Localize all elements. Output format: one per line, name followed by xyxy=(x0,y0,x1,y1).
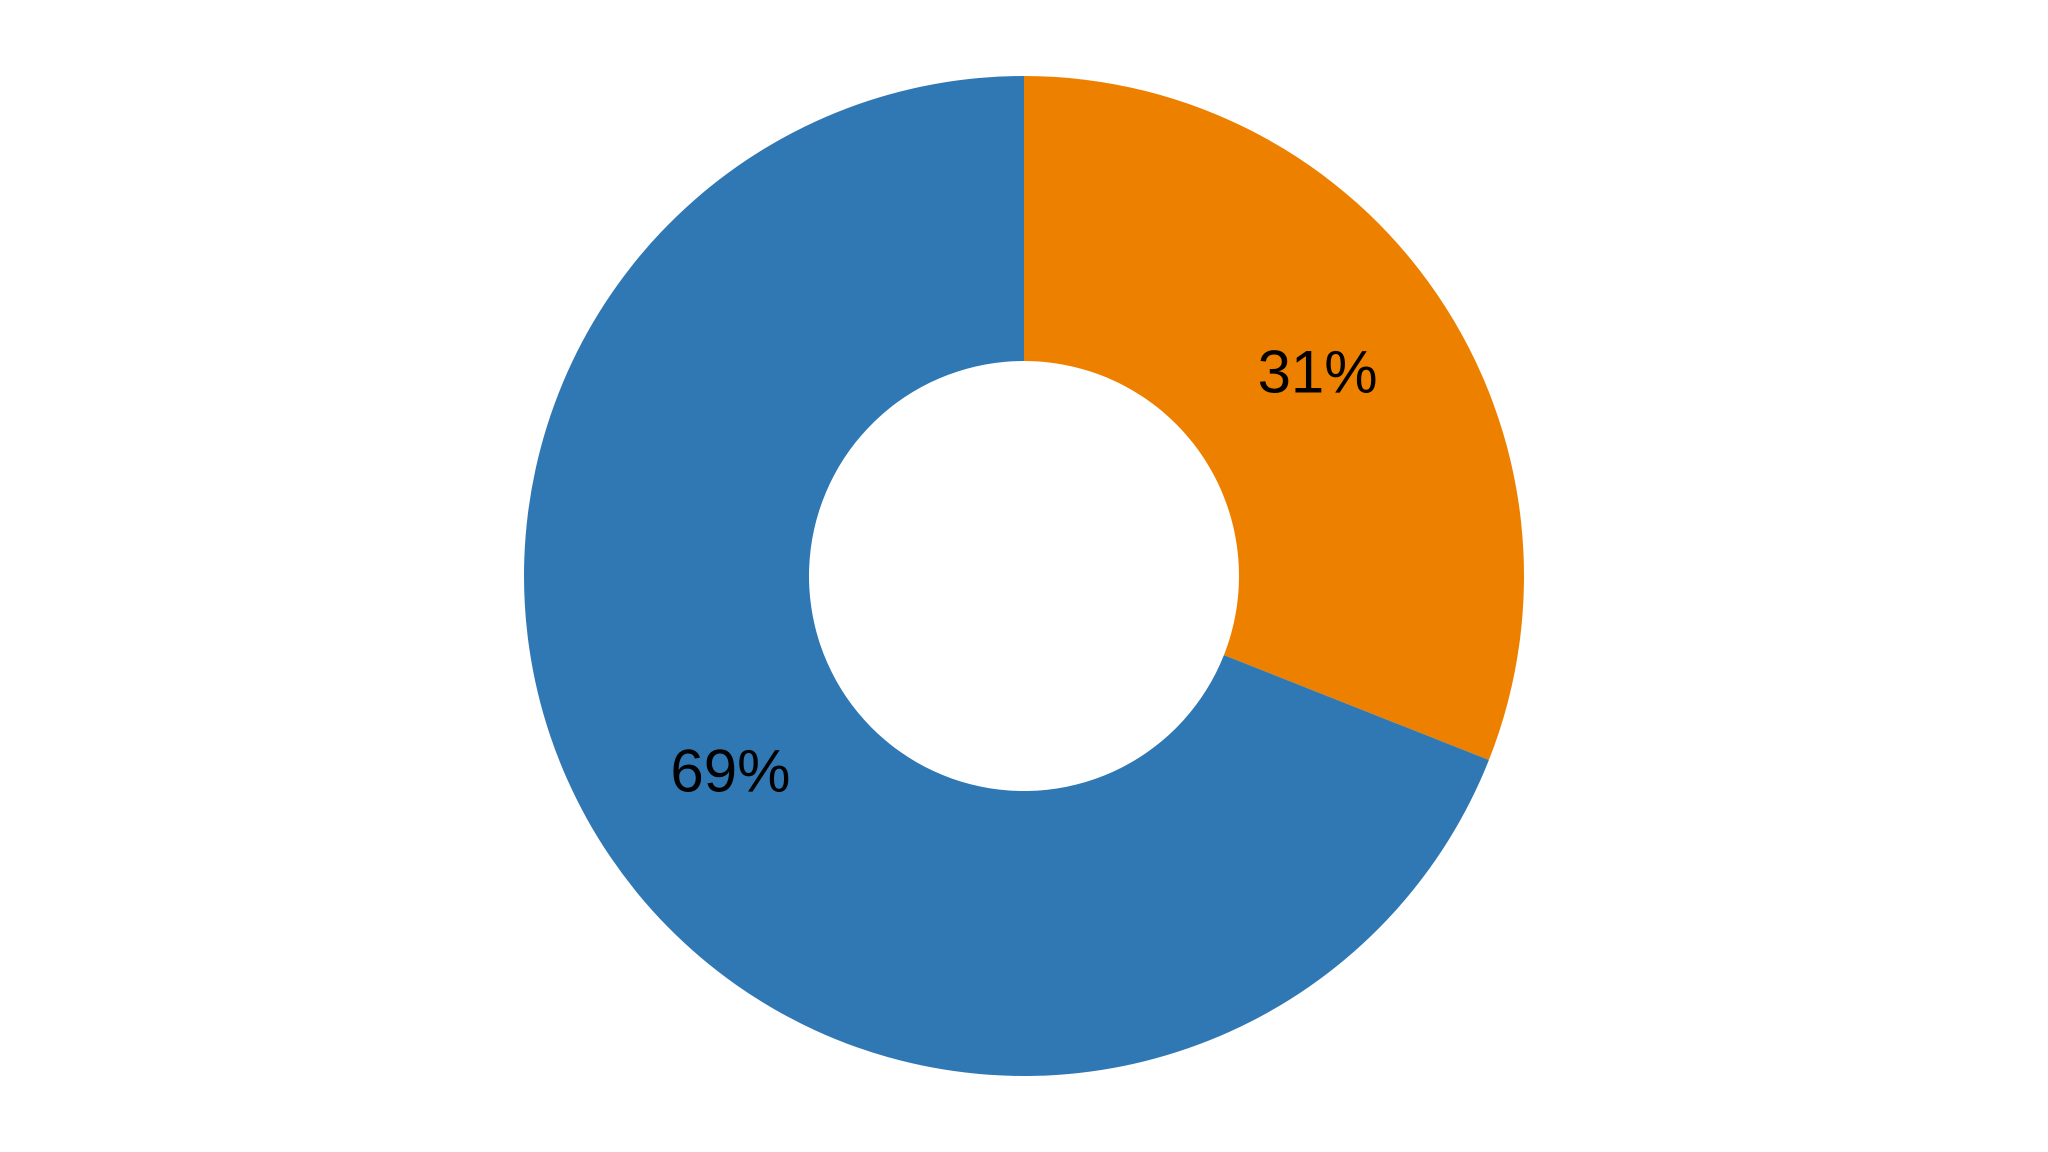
donut-chart: 31% 69% xyxy=(0,0,2048,1152)
donut-slice-label-0: 31% xyxy=(1258,338,1378,405)
donut-slice-label-1: 69% xyxy=(670,737,790,804)
chart-stage: 31% 69% xyxy=(0,0,2048,1152)
donut-slice-0 xyxy=(1024,76,1524,760)
